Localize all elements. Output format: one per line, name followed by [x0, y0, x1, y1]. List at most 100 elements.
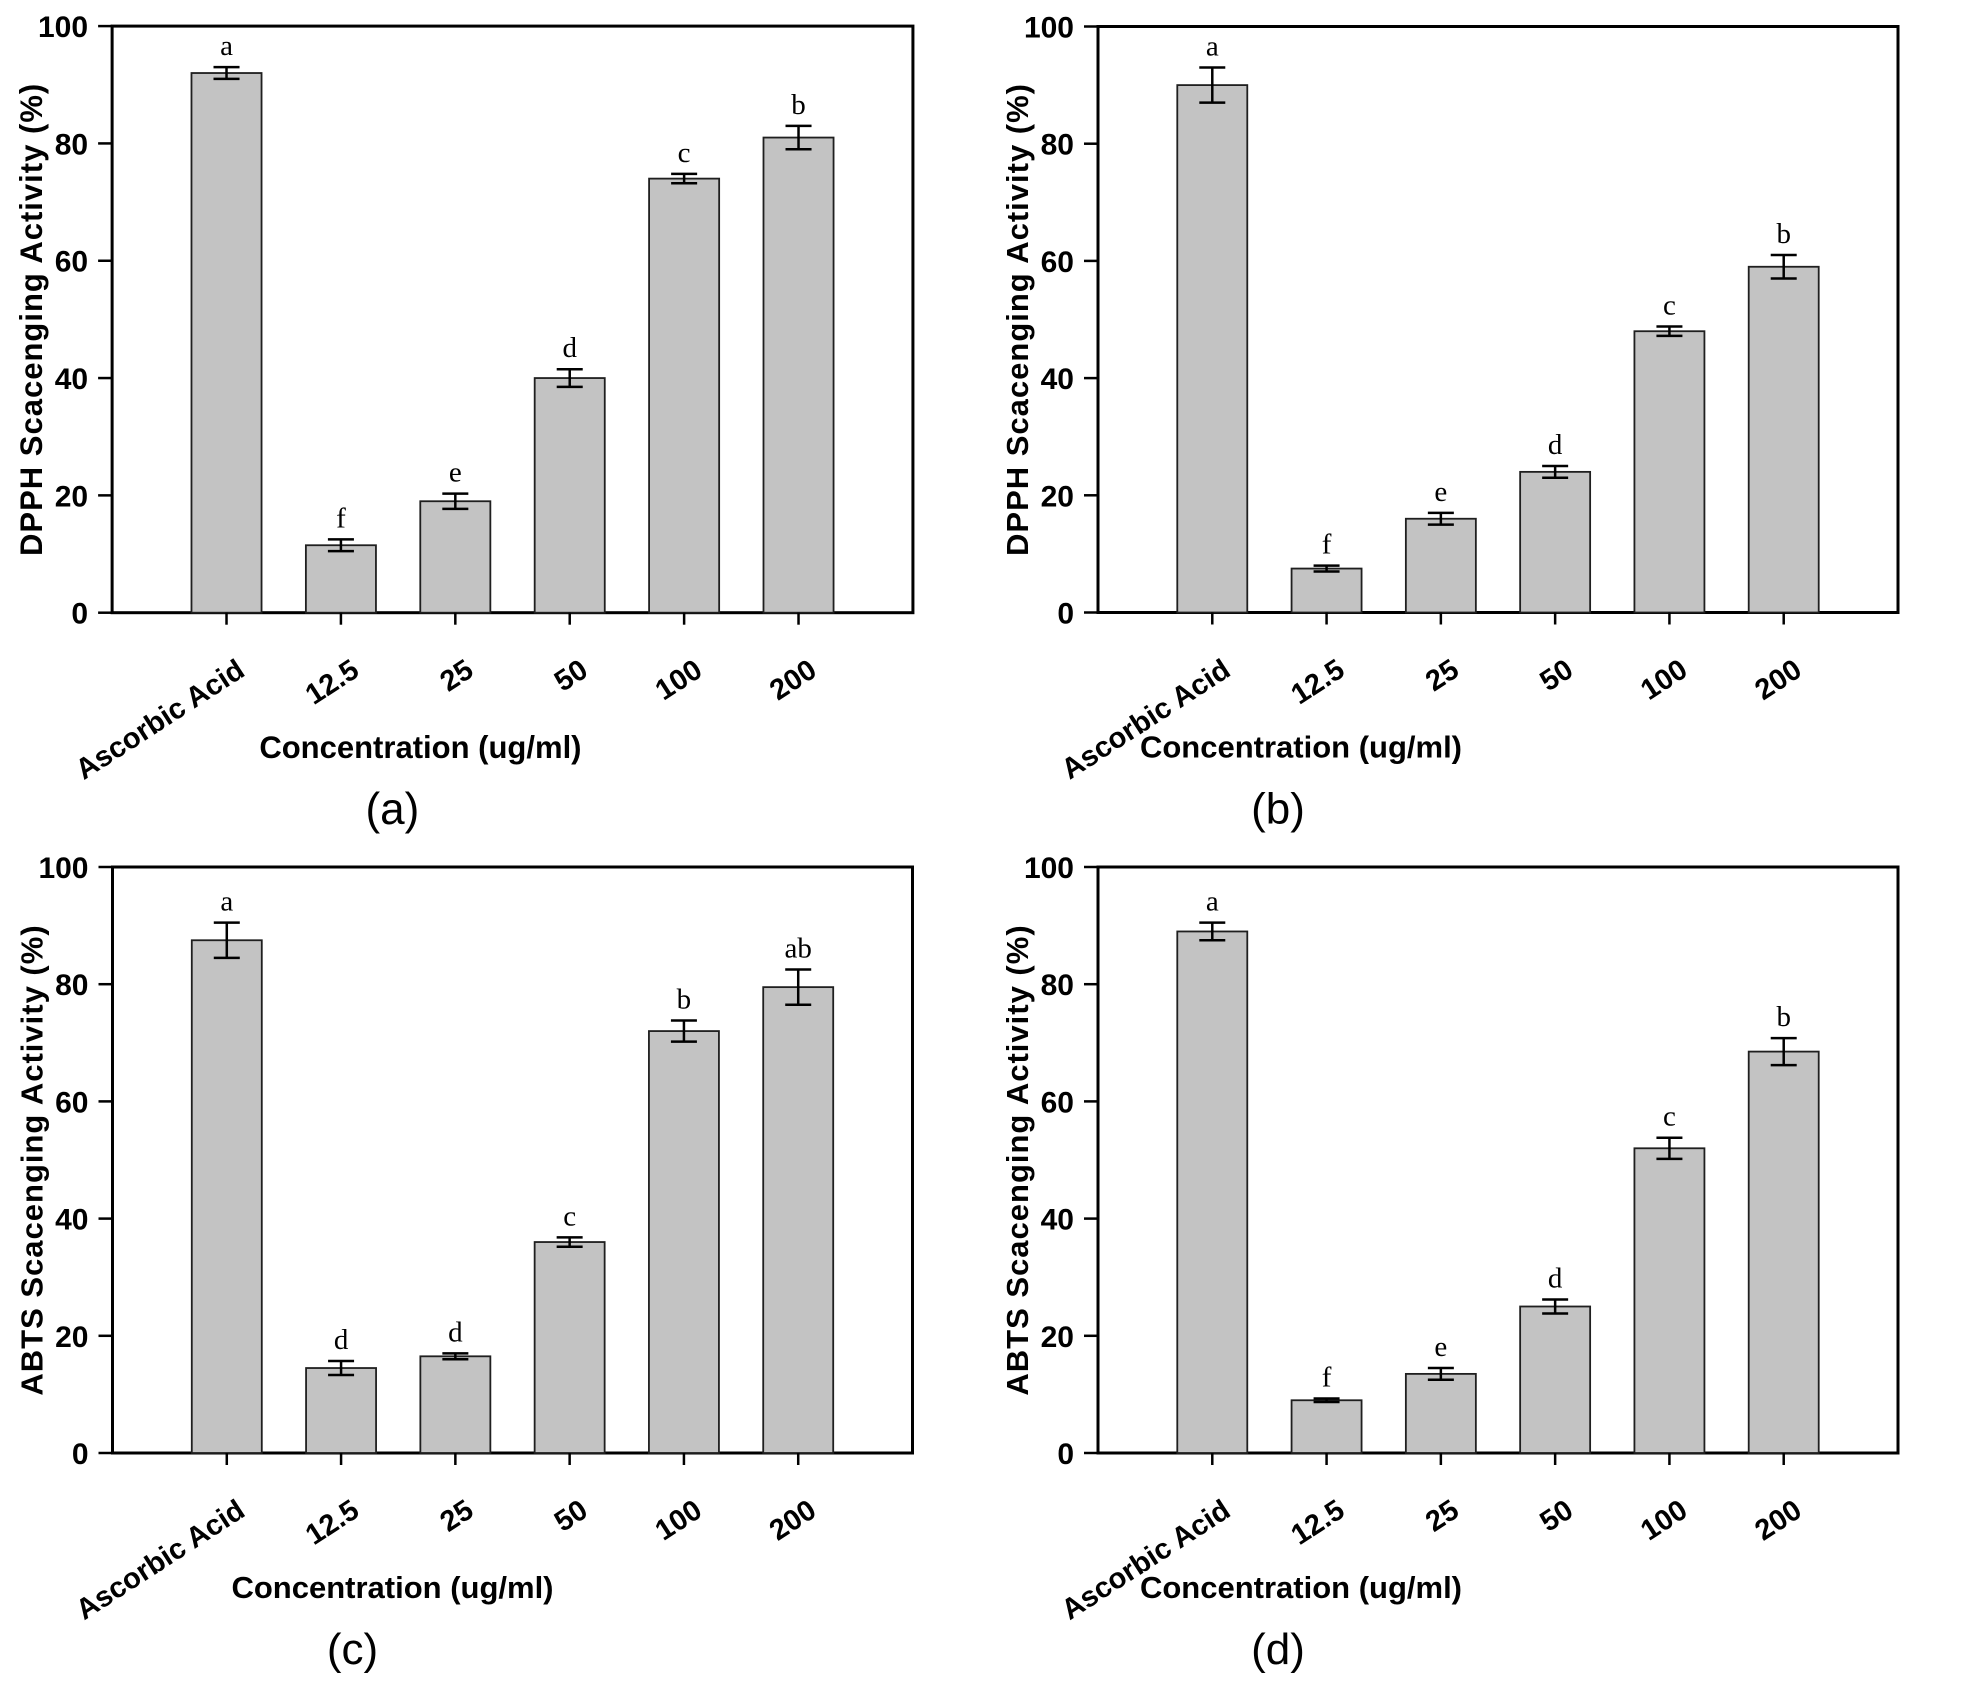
significance-letter: b	[1776, 1001, 1791, 1033]
y-tick-label: 40	[1041, 1204, 1074, 1237]
bar	[419, 1355, 492, 1454]
significance-letter: c	[563, 1200, 576, 1232]
panel-caption: (b)	[1251, 785, 1305, 834]
x-category-label: Ascorbic Acid	[1056, 654, 1236, 786]
significance-letter: f	[1322, 1362, 1332, 1394]
x-category-label: 50	[549, 654, 594, 698]
significance-letter: f	[336, 502, 346, 534]
x-category-label: Ascorbic Acid	[1056, 1494, 1236, 1626]
bar	[762, 986, 835, 1454]
significance-letter: c	[678, 137, 691, 169]
x-category-label: 25	[435, 654, 480, 698]
y-tick-label: 80	[55, 128, 88, 161]
significance-letter: a	[220, 30, 233, 62]
bar	[1176, 84, 1249, 614]
x-category-label: 50	[549, 1494, 593, 1538]
bar	[305, 1367, 377, 1454]
significance-letter: a	[1206, 31, 1219, 63]
bar	[1747, 265, 1820, 614]
y-tick-label: 0	[72, 1438, 89, 1471]
y-tick-label: 100	[1024, 852, 1074, 885]
panel-b: 0 20 40 60 80 100 DPPH Scacenging Activity (%)…	[986, 0, 1971, 841]
y-tick-label: 40	[55, 1204, 88, 1237]
significance-letter: ab	[785, 933, 812, 965]
bar	[648, 177, 721, 614]
panel-a: 0 20 40 60 80 100 DPPH Scacenging Activity (%)…	[0, 0, 986, 841]
bar	[1290, 1399, 1363, 1454]
y-tick-label: 20	[1041, 1321, 1074, 1354]
x-category-label: 200	[764, 1494, 822, 1547]
significance-letter: c	[1663, 1101, 1676, 1133]
x-axis-title: Concentration (ug/ml)	[259, 730, 581, 765]
bar	[190, 72, 263, 614]
chart-panel-b: 0 20 40 60 80 100 DPPH Scacenging Activity (%)…	[1000, 12, 1900, 834]
significance-letter: d	[562, 332, 577, 364]
x-axis-title: Concentration (ug/ml)	[231, 1570, 553, 1605]
y-tick-label: 80	[1041, 969, 1074, 1002]
x-category-label: 200	[1750, 1494, 1808, 1547]
bar	[1290, 567, 1363, 614]
x-category-label: 50	[1534, 1494, 1578, 1538]
significance-letter: d	[1548, 429, 1563, 461]
bar	[1176, 930, 1249, 1454]
bar	[419, 500, 492, 614]
y-tick-label: 40	[1041, 363, 1074, 396]
y-tick-label: 100	[38, 852, 88, 885]
y-tick-label: 20	[1041, 480, 1074, 513]
y-tick-label: 100	[1024, 12, 1074, 45]
significance-letter: b	[1776, 218, 1791, 250]
x-category-label: Ascorbic Acid	[71, 1494, 251, 1626]
x-category-label: 200	[1750, 654, 1808, 707]
x-category-label: 100	[1635, 654, 1693, 707]
x-category-label: 25	[435, 1494, 479, 1538]
significance-letter: b	[677, 984, 692, 1016]
x-category-label: 12.5	[1286, 1494, 1351, 1552]
x-category-label: 25	[1420, 654, 1464, 698]
significance-letter: a	[1206, 886, 1219, 918]
plot-frame	[1096, 865, 1900, 1455]
y-axis-title: DPPH Scacenging Activity (%)	[1000, 83, 1035, 556]
x-category-label: 100	[650, 1494, 708, 1547]
y-tick-label: 100	[38, 11, 88, 44]
y-tick-label: 40	[55, 363, 88, 396]
bar	[190, 939, 263, 1454]
x-axis-title: Concentration (ug/ml)	[1140, 730, 1462, 765]
bar	[1519, 1305, 1592, 1454]
y-tick-label: 60	[55, 246, 88, 279]
significance-letter: e	[1434, 1331, 1447, 1363]
panel-caption: (d)	[1251, 1625, 1305, 1674]
panel-c: 0 20 40 60 80 100 ABTS Scacenging Activity (%)…	[0, 841, 986, 1681]
y-tick-label: 60	[1041, 246, 1074, 279]
bar	[1747, 1050, 1820, 1454]
bar	[1633, 1147, 1706, 1454]
x-category-label: 12.5	[1286, 654, 1351, 712]
significance-letter: f	[1322, 529, 1332, 561]
significance-letter: d	[448, 1316, 463, 1348]
chart-panel-c: 0 20 40 60 80 100 ABTS Scacenging Activity (%)…	[15, 852, 914, 1674]
significance-letter: d	[1548, 1262, 1563, 1294]
y-tick-label: 60	[1041, 1086, 1074, 1119]
significance-letter: e	[449, 457, 462, 489]
significance-letter: d	[334, 1324, 349, 1356]
x-category-label: 100	[1635, 1494, 1693, 1547]
bar	[1519, 470, 1592, 614]
x-category-label: Ascorbic Acid	[70, 654, 250, 787]
bar	[533, 1241, 606, 1454]
significance-letter: e	[1434, 476, 1447, 508]
y-axis-title: ABTS Scacenging Activity (%)	[1000, 924, 1035, 1395]
y-tick-label: 0	[71, 598, 88, 631]
x-category-label: 12.5	[300, 654, 365, 712]
y-tick-label: 20	[55, 480, 88, 513]
y-tick-label: 80	[1041, 129, 1074, 162]
y-axis-title: DPPH Scacenging Activity (%)	[14, 83, 49, 556]
y-tick-label: 20	[55, 1321, 88, 1354]
bar	[762, 136, 835, 614]
y-tick-label: 60	[55, 1086, 88, 1119]
bar	[533, 377, 606, 614]
y-tick-label: 80	[55, 969, 88, 1002]
significance-letter: c	[1663, 290, 1676, 322]
x-category-label: 200	[764, 654, 822, 707]
bar	[648, 1030, 720, 1454]
x-axis-title: Concentration (ug/ml)	[1140, 1570, 1462, 1605]
